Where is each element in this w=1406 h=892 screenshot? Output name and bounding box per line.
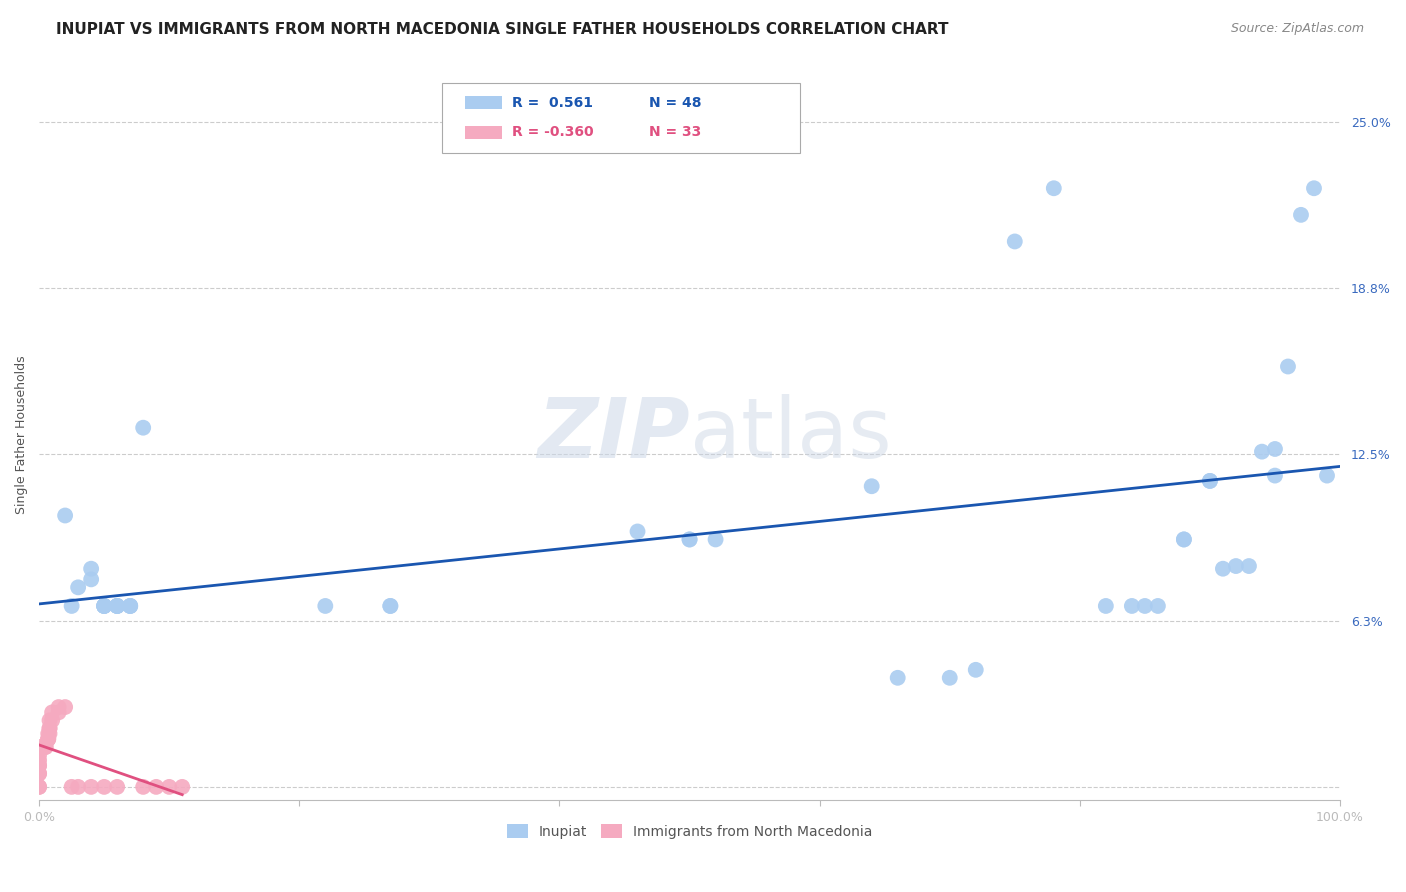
Point (38, 722, 60, 736)
Point (860, 479, 883, 493)
Point (132, 780, 155, 794)
Point (1237, 559, 1260, 574)
Point (34, 739, 56, 754)
Point (34, 739, 56, 754)
Point (1264, 442, 1286, 456)
Text: ZIP: ZIP (537, 394, 689, 475)
FancyBboxPatch shape (464, 126, 502, 139)
Point (41, 706, 63, 720)
Point (120, 599, 142, 613)
Point (157, 780, 180, 794)
Point (105, 780, 128, 794)
Point (1133, 599, 1156, 613)
Point (28, 780, 51, 794)
Point (28, 747, 51, 762)
Point (80, 562, 103, 576)
Point (1095, 599, 1118, 613)
Point (1212, 562, 1234, 576)
Point (105, 599, 128, 613)
Point (28, 753, 51, 767)
Point (37, 731, 59, 746)
Point (48, 706, 70, 720)
Point (1277, 359, 1299, 374)
Point (41, 714, 63, 728)
Point (105, 599, 128, 613)
Point (380, 599, 402, 613)
Point (1303, 181, 1326, 195)
Point (380, 599, 402, 613)
Point (1121, 599, 1143, 613)
Point (93, 599, 115, 613)
Text: N = 33: N = 33 (650, 125, 702, 139)
Point (886, 671, 908, 685)
Point (38, 714, 60, 728)
Point (37, 731, 59, 746)
Point (1225, 559, 1247, 574)
Y-axis label: Single Father Households: Single Father Households (15, 355, 28, 514)
Point (28, 739, 51, 754)
Point (93, 599, 115, 613)
Text: R =  0.561: R = 0.561 (512, 96, 593, 110)
Point (80, 780, 103, 794)
Point (938, 671, 960, 685)
Point (1004, 235, 1026, 249)
Point (1251, 444, 1274, 458)
Text: INUPIAT VS IMMIGRANTS FROM NORTH MACEDONIA SINGLE FATHER HOUSEHOLDS CORRELATION : INUPIAT VS IMMIGRANTS FROM NORTH MACEDON… (56, 22, 949, 37)
Point (93, 780, 115, 794)
Point (1173, 533, 1195, 547)
Point (145, 780, 167, 794)
Point (704, 533, 727, 547)
FancyBboxPatch shape (464, 96, 502, 110)
Point (28, 766, 51, 780)
Point (93, 599, 115, 613)
Point (37, 731, 59, 746)
Point (678, 533, 700, 547)
Point (1173, 533, 1195, 547)
Point (105, 599, 128, 613)
Point (1199, 474, 1222, 488)
Point (1264, 468, 1286, 483)
Point (28, 758, 51, 772)
Point (28, 780, 51, 794)
Text: N = 48: N = 48 (650, 96, 702, 110)
Text: atlas: atlas (689, 394, 891, 475)
Point (53, 508, 76, 523)
Point (132, 420, 155, 434)
Point (1147, 599, 1170, 613)
Point (48, 700, 70, 714)
Point (120, 599, 142, 613)
Point (67, 780, 90, 794)
Point (28, 766, 51, 780)
Legend: Inupiat, Immigrants from North Macedonia: Inupiat, Immigrants from North Macedonia (502, 819, 877, 845)
Point (38, 727, 60, 741)
Point (67, 580, 90, 594)
Point (28, 758, 51, 772)
Point (1289, 208, 1312, 222)
Point (80, 573, 103, 587)
Point (93, 599, 115, 613)
Point (1043, 181, 1066, 195)
FancyBboxPatch shape (443, 83, 800, 153)
Point (172, 780, 194, 794)
Point (60, 780, 83, 794)
Point (38, 722, 60, 736)
Point (1199, 474, 1222, 488)
Point (314, 599, 336, 613)
Point (53, 700, 76, 714)
Point (37, 727, 59, 741)
Text: Source: ZipAtlas.com: Source: ZipAtlas.com (1230, 22, 1364, 36)
Point (965, 663, 987, 677)
Point (120, 599, 142, 613)
Point (626, 524, 648, 539)
Point (1316, 468, 1339, 483)
Point (105, 599, 128, 613)
Text: R = -0.360: R = -0.360 (512, 125, 593, 139)
Point (60, 599, 83, 613)
Point (678, 533, 700, 547)
